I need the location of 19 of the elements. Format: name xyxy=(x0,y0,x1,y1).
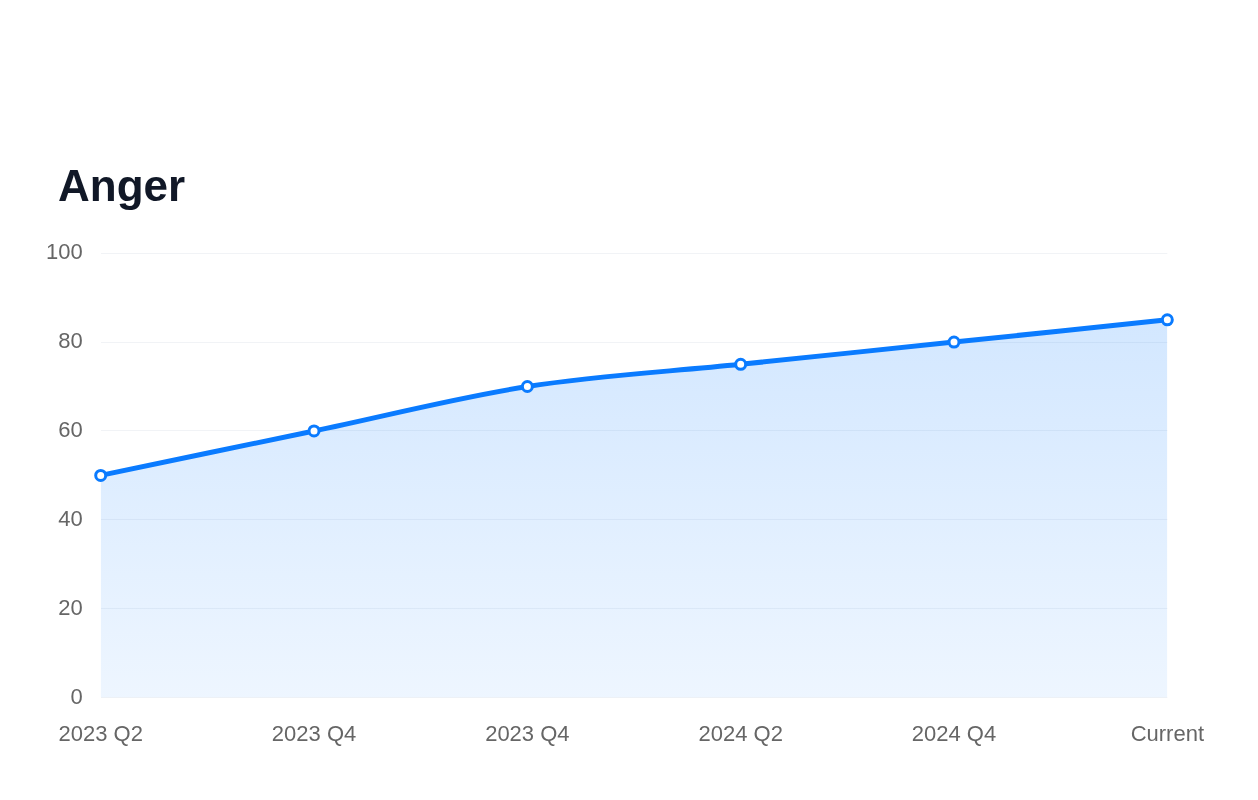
chart-title: Anger xyxy=(58,160,187,212)
point xyxy=(1160,313,1174,327)
y-tick-label: 60 xyxy=(58,417,83,443)
point xyxy=(520,380,534,394)
x-tick-label: 2023 Q4 xyxy=(271,720,357,746)
y-tick-label: 80 xyxy=(58,328,83,354)
point xyxy=(307,424,321,438)
x-tick-label: Current xyxy=(1130,720,1204,746)
x-tick-label: 2023 Q4 xyxy=(485,720,570,746)
y-tick-label: 0 xyxy=(70,683,83,709)
y-tick-label: 40 xyxy=(58,505,83,531)
x-tick-label: 2024 Q2 xyxy=(698,720,783,746)
y-tick-label: 100 xyxy=(45,239,83,265)
x-tick-label: 2024 Q4 xyxy=(911,720,997,746)
x-tick-label: 2023 Q2 xyxy=(58,720,143,746)
y-tick-label: 20 xyxy=(58,594,83,620)
point xyxy=(734,357,748,371)
point xyxy=(94,468,108,482)
point xyxy=(947,335,961,349)
